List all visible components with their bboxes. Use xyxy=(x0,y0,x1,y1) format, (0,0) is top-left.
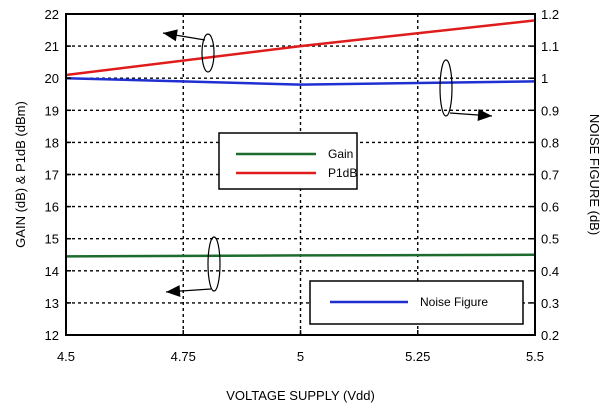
y-right-tick-label: 0.5 xyxy=(541,232,559,247)
y-left-tick-label: 13 xyxy=(45,296,59,311)
legend-gain-p1db: Gain P1dB xyxy=(218,132,358,190)
legend-noise-figure: Noise Figure xyxy=(309,280,524,325)
x-tick-label: 5.25 xyxy=(405,349,430,364)
y-right-axis-title: NOISE FIGURE (dB) xyxy=(587,114,602,235)
series-line-noise-figure xyxy=(65,76,536,86)
series-lines xyxy=(65,19,536,258)
y-left-tick-label: 22 xyxy=(45,7,59,22)
gain-axis-indicator-ellipse xyxy=(207,236,221,292)
x-tick-label: 5.5 xyxy=(526,349,544,364)
p1db-axis-indicator-ellipse xyxy=(201,33,215,73)
tick-labels: 12131415161718192021220.20.30.40.50.60.7… xyxy=(45,7,560,364)
y-left-tick-label: 14 xyxy=(45,264,59,279)
y-left-tick-label: 18 xyxy=(45,135,59,150)
x-tick-label: 5 xyxy=(297,349,304,364)
gain-axis-indicator-arrow-head xyxy=(166,285,181,298)
y-left-tick-label: 21 xyxy=(45,39,59,54)
noise-figure-axis-indicator-ellipse xyxy=(439,59,453,117)
y-right-tick-label: 0.4 xyxy=(541,264,559,279)
y-left-tick-label: 20 xyxy=(45,71,59,86)
y-right-tick-label: 0.6 xyxy=(541,200,559,215)
y-right-tick-label: 0.8 xyxy=(541,135,559,150)
p1db-axis-indicator-arrow-head xyxy=(163,29,178,42)
y-left-tick-label: 15 xyxy=(45,232,59,247)
noise-figure-axis-indicator-arrow-head xyxy=(477,109,492,121)
axis-annotations xyxy=(162,29,493,298)
y-right-tick-label: 1.2 xyxy=(541,7,559,22)
x-tick-label: 4.5 xyxy=(57,349,75,364)
y-right-tick-label: 0.2 xyxy=(541,328,559,343)
y-right-tick-label: 0.3 xyxy=(541,296,559,311)
legend-label-gain: Gain xyxy=(328,147,353,161)
y-right-tick-label: 1.1 xyxy=(541,39,559,54)
y-left-tick-label: 16 xyxy=(45,200,59,215)
y-right-tick-label: 1 xyxy=(541,71,548,86)
legend-box xyxy=(218,132,358,190)
y-left-tick-label: 12 xyxy=(45,328,59,343)
legend-label-noise-figure: Noise Figure xyxy=(420,295,488,309)
series-line-p1db xyxy=(65,19,536,77)
x-tick-label: 4.75 xyxy=(171,349,196,364)
y-left-tick-label: 17 xyxy=(45,168,59,183)
y-right-tick-label: 0.7 xyxy=(541,168,559,183)
y-left-tick-label: 19 xyxy=(45,103,59,118)
y-right-tick-label: 0.9 xyxy=(541,103,559,118)
series-line-gain xyxy=(65,253,536,258)
y-left-axis-title: GAIN (dB) & P1dB (dBm) xyxy=(13,101,28,248)
legend-label-p1db: P1dB xyxy=(328,166,357,180)
x-axis-title: VOLTAGE SUPPLY (Vdd) xyxy=(226,388,375,403)
